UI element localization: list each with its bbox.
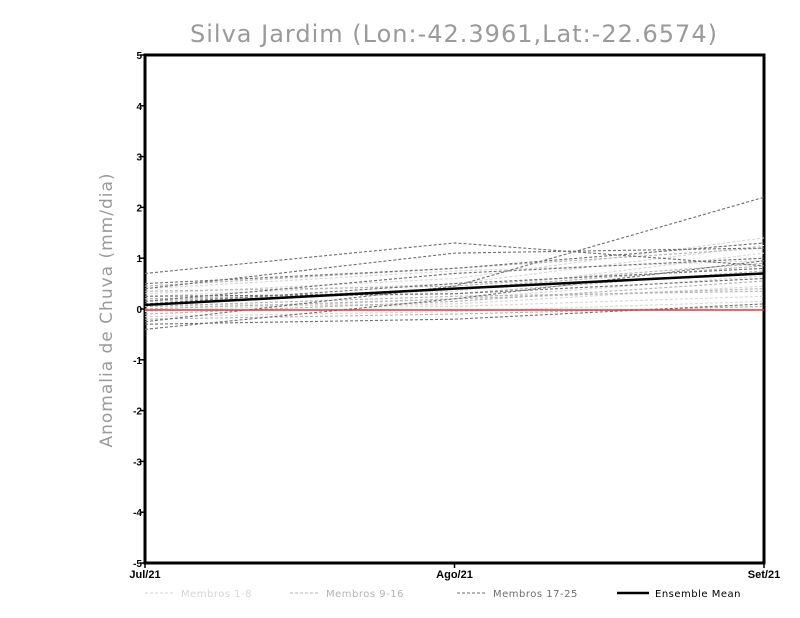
x-tick-label: Ago/21 — [436, 569, 473, 581]
member-series-line — [144, 252, 765, 300]
legend-label: Ensemble Mean — [655, 589, 741, 600]
member-series-line — [144, 242, 765, 285]
y-tick-label: -5 — [133, 559, 142, 570]
member-series-line — [144, 277, 765, 297]
member-series-line — [144, 295, 765, 308]
legend-label: Membros 9-16 — [326, 589, 404, 600]
member-series-line — [144, 290, 765, 308]
y-tick-label: 4 — [136, 102, 142, 113]
member-series-line — [144, 237, 765, 295]
member-series-line — [144, 260, 765, 330]
member-series-line — [144, 260, 765, 290]
member-series-line — [144, 262, 765, 292]
member-series-line — [144, 247, 765, 290]
ensemble-mean-line — [144, 272, 765, 307]
x-tick-label: Set/21 — [748, 569, 780, 581]
y-tick-label: 3 — [136, 153, 142, 164]
y-tick-label: 1 — [136, 254, 142, 265]
y-tick-label: 0 — [136, 305, 142, 316]
member-series-line — [144, 280, 765, 315]
plot-area: -5 -4 -3 -2 -1 0 1 2 3 4 5 Jul/21 Ago/21 Set/21 — [129, 51, 780, 581]
member-series-line — [144, 257, 765, 302]
legend-label: Membros 1-8 — [181, 589, 252, 600]
member-series-line — [144, 267, 765, 305]
y-tick-label: -3 — [133, 457, 142, 468]
legend: Membros 1-8 Membros 9-16 Membros 17-25 Ense… — [145, 589, 741, 600]
member-series-line — [144, 242, 765, 274]
y-tick-label: 5 — [136, 51, 142, 62]
member-series-line — [144, 196, 765, 323]
y-axis-label: Anomalia de Chuva (mm/dia) — [97, 172, 117, 447]
y-tick-label: -2 — [133, 407, 142, 418]
y-tick-label: 2 — [136, 203, 142, 214]
member-series-line — [144, 303, 765, 325]
member-series-line — [144, 247, 765, 287]
x-tick-label: Jul/21 — [129, 569, 160, 581]
chart-title: Silva Jardim (Lon:-42.3961,Lat:-22.6574) — [190, 20, 718, 48]
member-series-line — [144, 270, 765, 300]
y-tick-label: -1 — [133, 356, 142, 367]
member-series-line — [144, 300, 765, 318]
member-series-line — [144, 288, 765, 310]
y-tick-label: -4 — [133, 508, 142, 519]
legend-label: Membros 17-25 — [493, 589, 578, 600]
